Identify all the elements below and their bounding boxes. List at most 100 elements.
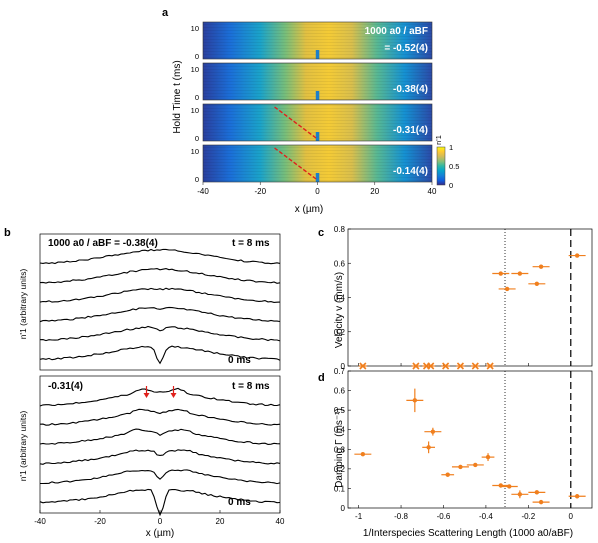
data-point	[507, 484, 512, 489]
colorbar-tick-0: 0	[449, 181, 453, 190]
heatmap-impurity-dip	[315, 173, 320, 182]
profile-xtick-label: -40	[34, 517, 46, 526]
heatmap-ytick: 0	[195, 134, 199, 143]
data-point	[430, 429, 436, 434]
profile-trace	[40, 469, 281, 485]
scatter-panels: 0 0.2 0.4 0.6 0.8 0 0.1 0.2 0.3 0.4 0.5 0.6 0.7 -1 -0.…	[334, 225, 593, 521]
profile-xtick-label: 40	[276, 517, 285, 526]
heatmap-xtick-label: 0	[315, 187, 320, 196]
scatter-ytick-label: 0	[341, 504, 346, 513]
colorbar-tick-05: 0.5	[449, 162, 459, 171]
heatmap-strip-label: -0.14(4)	[393, 166, 428, 177]
profile-top-time: t = 8 ms	[232, 238, 270, 249]
profile-trace	[39, 488, 281, 517]
data-point-zero	[427, 362, 435, 370]
data-point	[574, 494, 580, 499]
profile-trace	[39, 306, 281, 323]
panel-label-d: d	[318, 372, 325, 384]
data-point	[473, 462, 478, 468]
profile-xtick-label: 20	[216, 517, 225, 526]
data-point-zero	[456, 362, 465, 370]
heatmap-ylabel: Hold Time t (ms)	[172, 60, 183, 133]
data-point	[360, 451, 366, 457]
heatmap-ytick: 0	[195, 175, 199, 184]
scatter-frame	[347, 370, 593, 509]
scatter-ytick-label: 0.4	[334, 426, 346, 435]
data-point	[412, 398, 418, 403]
profile-xlabel: x (µm)	[146, 528, 175, 539]
scatter-ytick-label: 0.1	[334, 484, 346, 493]
profile-top-end-time: 0 ms	[228, 355, 251, 366]
heatmap-impurity-dip	[315, 132, 320, 141]
sound-front-line	[274, 106, 317, 139]
scatter-ytick-label: 0.2	[334, 465, 346, 474]
profile-trace	[39, 287, 281, 303]
profile-xtick-label: 0	[158, 517, 163, 526]
data-point-zero	[412, 362, 420, 370]
colorbar	[436, 146, 446, 186]
profile-bottom-time: t = 8 ms	[232, 381, 270, 392]
profile-frame	[39, 375, 281, 514]
scatter-xtick-label: -1	[355, 512, 363, 521]
data-point-zero	[471, 362, 479, 370]
heatmap-xtick-label: -20	[254, 187, 266, 196]
profile-top-title: 1000 a0 / aBF = -0.38(4)	[48, 238, 158, 249]
profile-trace	[39, 428, 281, 445]
velocity-ylabel: Velocity v (mm/s)	[334, 272, 345, 348]
data-point	[504, 286, 510, 292]
heatmap-impurity-dip	[315, 50, 320, 59]
panel-label-a: a	[162, 7, 169, 19]
heatmap-ytick: 0	[195, 93, 199, 102]
profile-arrow-head	[143, 393, 150, 398]
profile-frame	[39, 233, 281, 371]
heatmap-frame	[202, 103, 433, 142]
heatmap-strip-label: -0.31(4)	[393, 125, 428, 136]
data-point	[485, 454, 491, 460]
scatter-ytick-label: 0.4	[334, 294, 346, 303]
damping-xlabel: 1/Interspecies Scattering Length (1000 a…	[363, 528, 573, 539]
heatmap-ytick: 0	[195, 52, 199, 61]
heatmap-ytick: 10	[191, 65, 199, 74]
data-point-zero	[442, 362, 450, 370]
heatmap-xtick-label: -40	[197, 187, 209, 196]
data-point	[574, 253, 580, 258]
data-point	[517, 271, 523, 276]
profile-bottom-ylabel: n'1 (arbitrary units)	[18, 411, 28, 482]
data-point	[458, 464, 463, 470]
profile-xtick-label: -20	[94, 517, 106, 526]
data-point	[534, 281, 540, 286]
heatmap-frame	[202, 62, 433, 101]
scatter-ytick-label: 0.7	[334, 367, 346, 376]
heatmap-strip-label: = -0.52(4)	[384, 43, 428, 54]
scatter-ytick-label: 0.6	[334, 387, 346, 396]
profile-trace	[39, 248, 281, 265]
scatter-xtick-label: -0.6	[437, 512, 451, 521]
scatter-xtick-label: -0.8	[394, 512, 408, 521]
scatter-xtick-label: 0	[569, 512, 574, 521]
profile-arrow-head	[170, 393, 177, 398]
data-point	[445, 472, 450, 477]
colorbar-tick-1: 1	[449, 143, 453, 152]
profile-bottom-end-time: 0 ms	[228, 497, 251, 508]
scatter-frame	[347, 228, 593, 367]
profile-trace	[39, 345, 281, 365]
scatter-ytick-label: 0.8	[334, 225, 346, 234]
heatmap-ytick: 10	[191, 24, 199, 33]
damping-ylabel: Damping Γ (ms⁻¹)	[334, 408, 345, 488]
profile-top-ylabel: n'1 (arbitrary units)	[18, 269, 28, 340]
profile-bottom-title: -0.31(4)	[48, 381, 83, 392]
heatmap-xtick-label: 40	[428, 187, 437, 196]
heatmap-ytick: 10	[191, 147, 199, 156]
heatmap-impurity-dip	[315, 91, 320, 100]
heatmap-xlabel: x (µm)	[295, 204, 324, 215]
profile-trace	[39, 325, 281, 342]
data-point	[498, 271, 503, 276]
sound-front-line	[274, 147, 317, 180]
profile-trace	[39, 449, 281, 465]
scatter-ytick-label: 0.5	[334, 406, 346, 415]
data-point	[517, 492, 523, 497]
scatter-ytick-label: 0.3	[334, 445, 346, 454]
profile-trace	[39, 387, 281, 407]
heatmap-xtick-label: 20	[370, 187, 379, 196]
data-point	[534, 490, 540, 495]
